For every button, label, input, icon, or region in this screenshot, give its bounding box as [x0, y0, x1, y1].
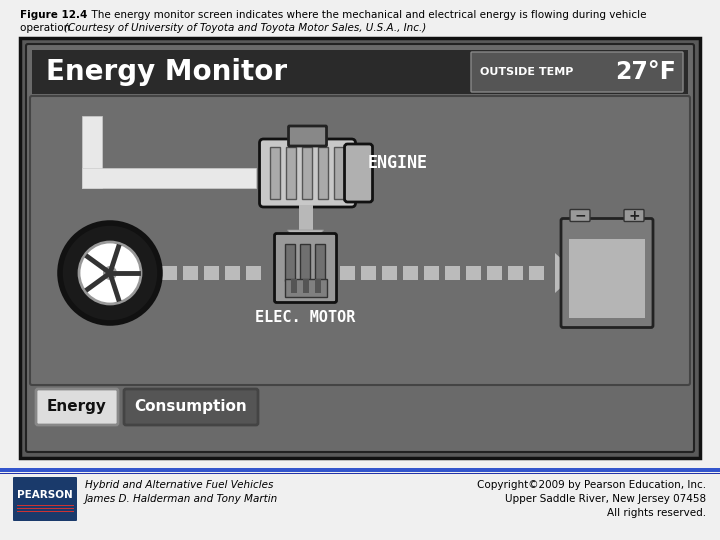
Bar [204, 266, 219, 280]
Bar [0, 468, 720, 471]
Text: OUTSIDE TEMP: OUTSIDE TEMP [480, 67, 573, 77]
Bar [569, 239, 645, 318]
Bar [161, 266, 176, 280]
Bar [528, 266, 544, 280]
Bar [315, 279, 320, 293]
FancyBboxPatch shape [124, 389, 258, 425]
Bar [508, 266, 523, 280]
Text: Hybrid and Alternative Fuel Vehicles: Hybrid and Alternative Fuel Vehicles [85, 480, 274, 490]
FancyBboxPatch shape [570, 210, 590, 221]
Text: ELEC. MOTOR: ELEC. MOTOR [256, 310, 356, 326]
Bar [284, 244, 294, 280]
Text: −: − [574, 208, 586, 222]
FancyBboxPatch shape [36, 389, 118, 425]
FancyBboxPatch shape [26, 44, 694, 452]
Text: +: + [628, 208, 640, 222]
Bar [225, 266, 240, 280]
Bar [340, 266, 354, 280]
FancyBboxPatch shape [561, 219, 653, 327]
Bar [17, 508, 74, 509]
Bar [361, 266, 376, 280]
Polygon shape [555, 253, 577, 293]
Circle shape [103, 266, 117, 280]
Bar [402, 266, 418, 280]
Bar [333, 147, 343, 199]
Bar [382, 266, 397, 280]
Bar [466, 266, 480, 280]
Bar [302, 147, 312, 199]
Bar [246, 266, 261, 280]
Text: (Courtesy of University of Toyota and Toyota Motor Sales, U.S.A., Inc.): (Courtesy of University of Toyota and To… [64, 23, 426, 33]
Bar [82, 116, 102, 188]
Text: Copyright©2009 by Pearson Education, Inc.: Copyright©2009 by Pearson Education, Inc… [477, 480, 706, 490]
Bar [286, 147, 295, 199]
Text: PEARSON: PEARSON [17, 490, 73, 500]
Bar [315, 244, 325, 280]
Bar [444, 266, 459, 280]
Polygon shape [287, 230, 323, 252]
FancyBboxPatch shape [20, 38, 700, 458]
Bar [17, 505, 74, 506]
FancyBboxPatch shape [274, 233, 336, 302]
FancyBboxPatch shape [30, 96, 690, 385]
Bar [0, 472, 720, 474]
Text: Energy Monitor: Energy Monitor [46, 58, 287, 86]
Circle shape [60, 223, 160, 323]
FancyBboxPatch shape [471, 52, 683, 92]
Text: Figure 12.4: Figure 12.4 [20, 10, 87, 20]
Text: Energy: Energy [47, 400, 107, 415]
Polygon shape [136, 253, 158, 293]
Bar [300, 244, 310, 280]
Bar [82, 168, 256, 188]
Text: operation.: operation. [20, 23, 77, 33]
FancyBboxPatch shape [289, 126, 327, 146]
FancyBboxPatch shape [259, 139, 356, 207]
Circle shape [79, 242, 141, 304]
Text: All rights reserved.: All rights reserved. [607, 508, 706, 518]
Bar [302, 279, 308, 293]
Bar [284, 279, 327, 296]
Bar [318, 147, 328, 199]
Bar [32, 50, 688, 94]
FancyBboxPatch shape [13, 477, 77, 521]
FancyBboxPatch shape [344, 144, 372, 202]
Text: 27°F: 27°F [615, 60, 676, 84]
Bar [487, 266, 502, 280]
Text: James D. Halderman and Tony Martin: James D. Halderman and Tony Martin [85, 494, 278, 504]
Text: Consumption: Consumption [135, 400, 248, 415]
FancyBboxPatch shape [624, 210, 644, 221]
Bar [299, 205, 312, 230]
Bar [17, 511, 74, 512]
Text: ENGINE: ENGINE [367, 154, 428, 172]
Text: Upper Saddle River, New Jersey 07458: Upper Saddle River, New Jersey 07458 [505, 494, 706, 504]
Bar [290, 279, 297, 293]
Bar [269, 147, 279, 199]
Bar [183, 266, 197, 280]
Text: The energy monitor screen indicates where the mechanical and electrical energy i: The energy monitor screen indicates wher… [85, 10, 647, 20]
Bar [423, 266, 438, 280]
